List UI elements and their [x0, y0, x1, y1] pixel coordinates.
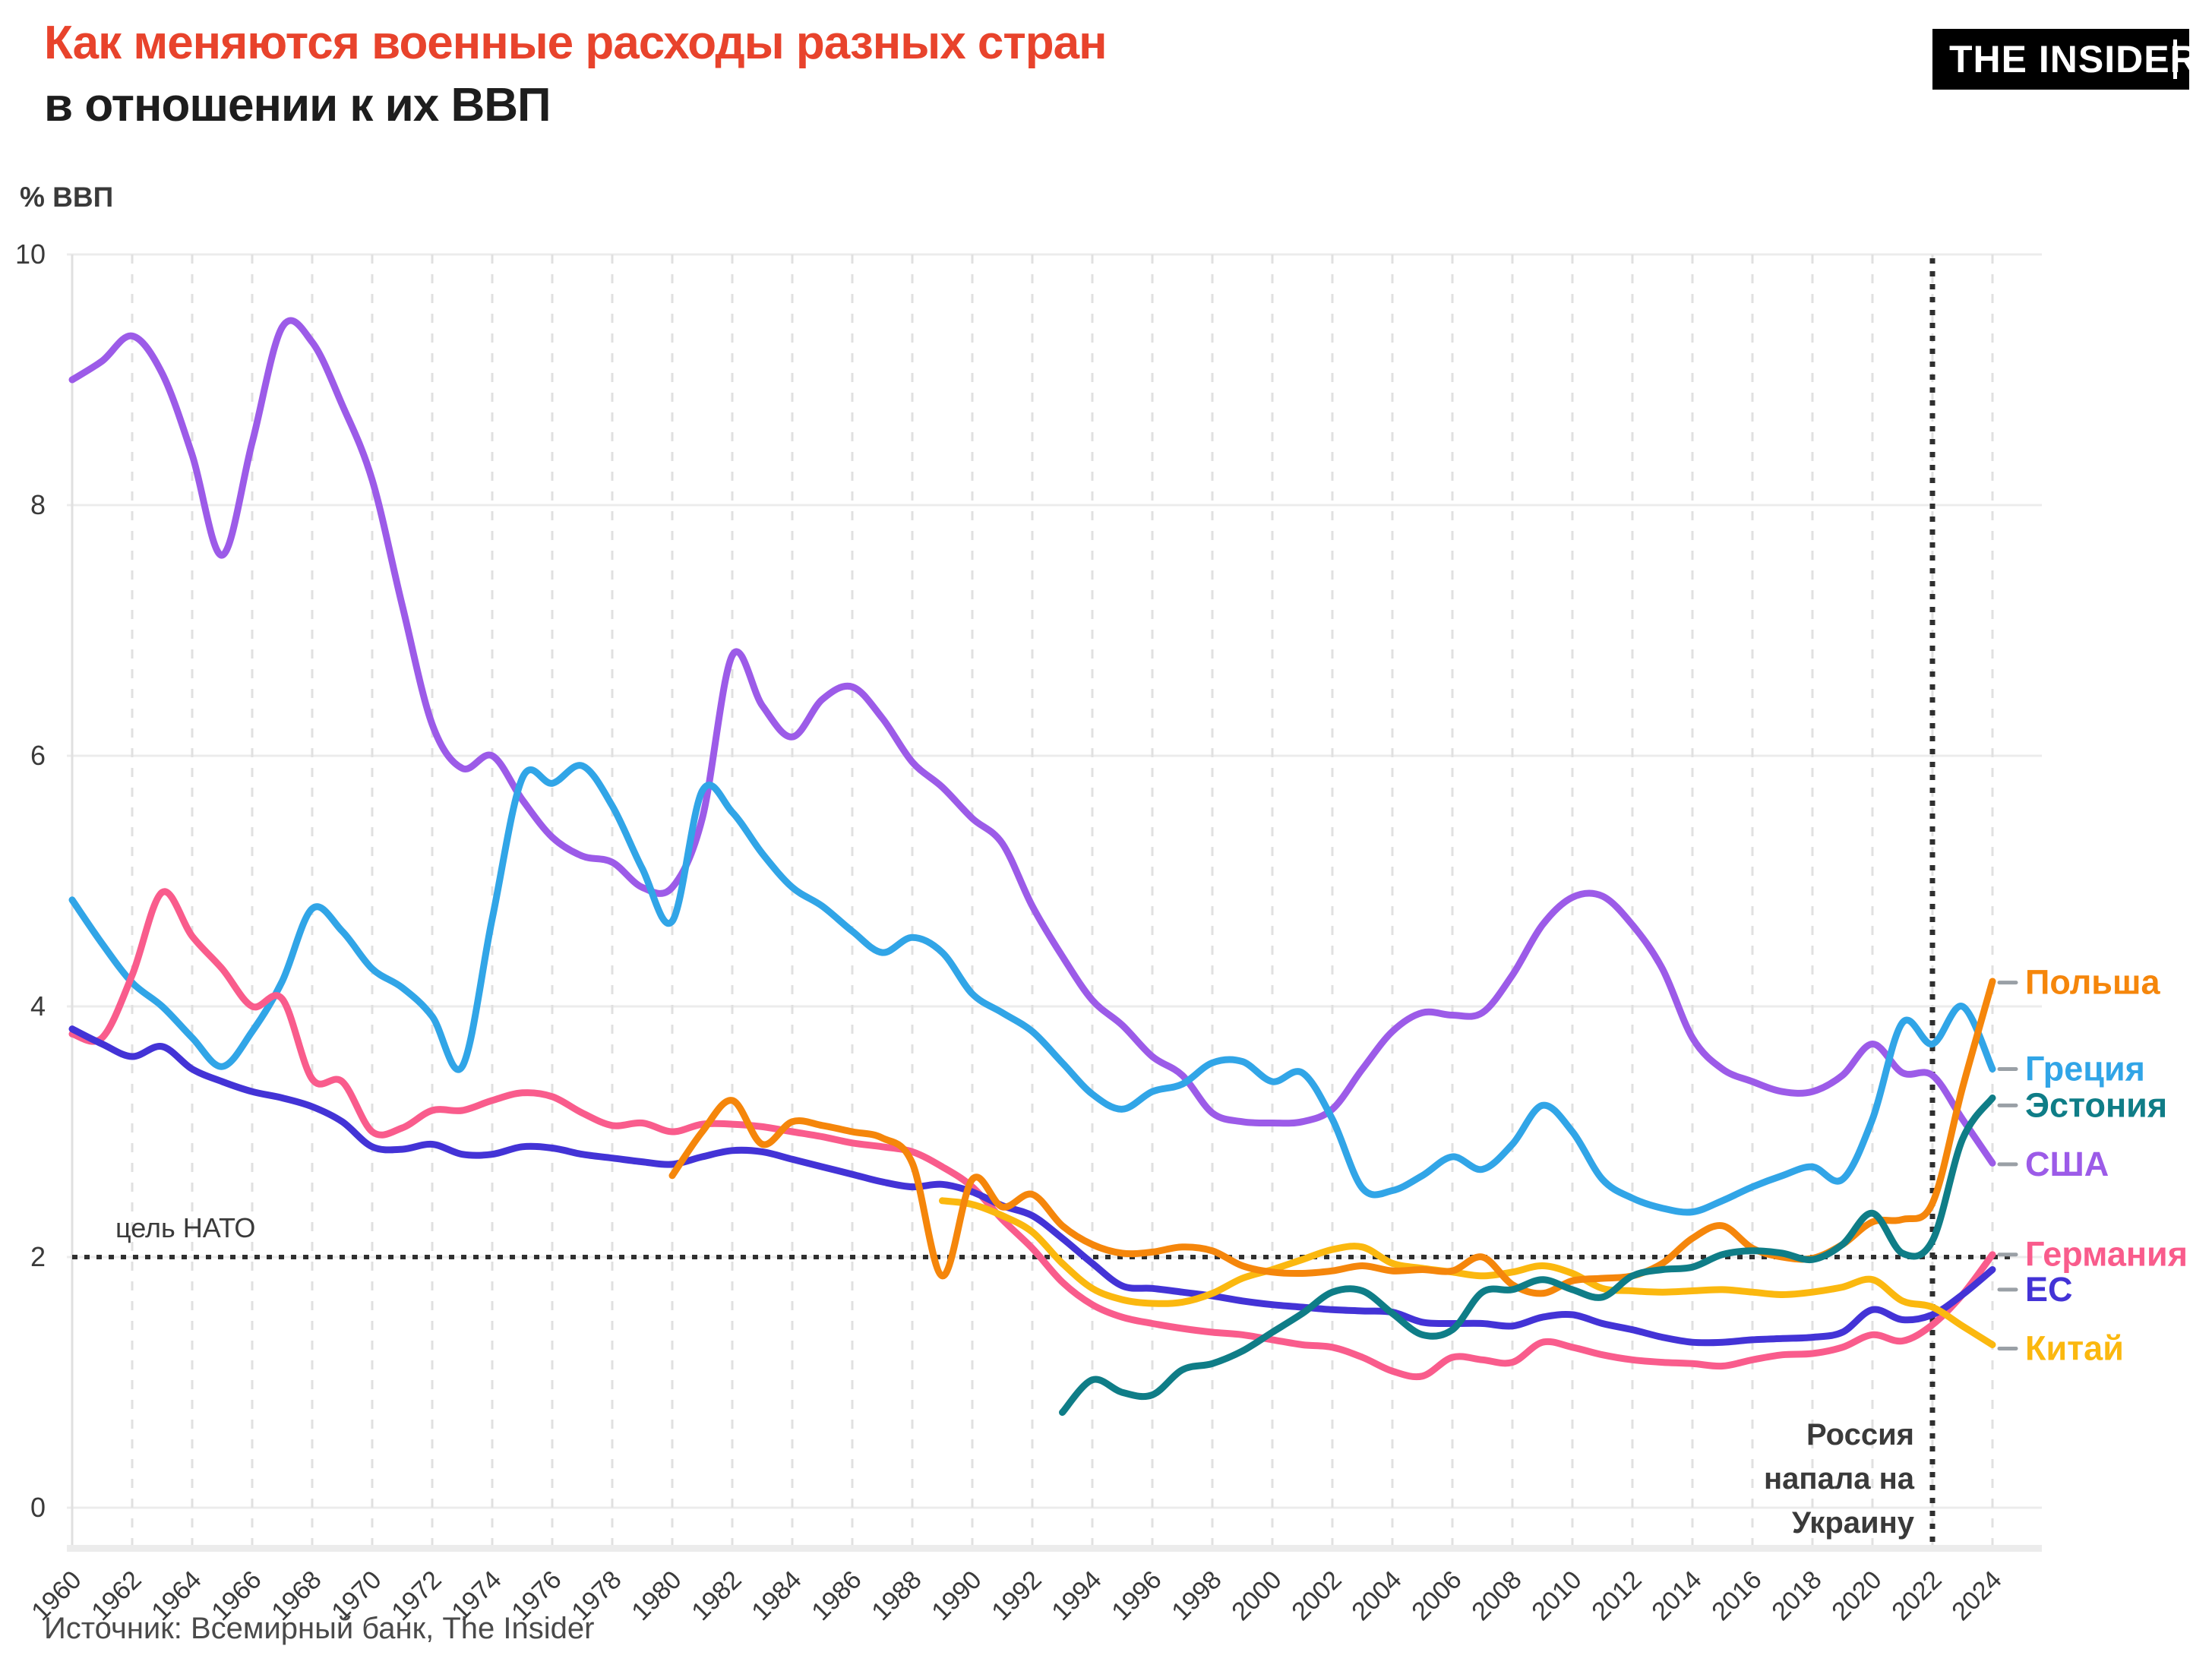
- x-tick-2004: 2004: [1346, 1565, 1407, 1626]
- y-tick-4: 4: [30, 990, 46, 1022]
- y-tick-6: 6: [30, 740, 46, 771]
- x-tick-2012: 2012: [1586, 1565, 1647, 1626]
- y-tick-10: 10: [15, 238, 46, 270]
- series-lines: [68, 317, 1996, 1417]
- y-tick-2: 2: [30, 1241, 46, 1272]
- x-tick-1992: 1992: [986, 1565, 1047, 1626]
- y-tick-8: 8: [30, 489, 46, 520]
- event-annotation-line-3: Украину: [1792, 1506, 1915, 1540]
- y-gridlines: [67, 253, 2042, 1509]
- x-tick-2006: 2006: [1406, 1565, 1467, 1626]
- legend-label-poland: Польша: [2025, 963, 2160, 1002]
- series-line-china: [939, 1197, 1996, 1348]
- x-tick-1980: 1980: [626, 1565, 687, 1626]
- x-tick-2014: 2014: [1646, 1565, 1707, 1626]
- series-line-eu: [68, 1025, 1996, 1347]
- x-tick-1996: 1996: [1106, 1565, 1167, 1626]
- x-tick-1982: 1982: [686, 1565, 747, 1626]
- event-annotation-line-1: Россия: [1806, 1418, 1914, 1451]
- y-tick-0: 0: [30, 1492, 46, 1523]
- x-tick-2000: 2000: [1226, 1565, 1287, 1626]
- y-axis-title: % ВВП: [20, 182, 113, 213]
- x-tick-2002: 2002: [1286, 1565, 1347, 1626]
- legend-label-estonia: Эстония: [2025, 1085, 2167, 1124]
- event-annotation-line-2: напала на: [1764, 1462, 1915, 1496]
- x-axis-line: [67, 1545, 2042, 1552]
- legend-label-germany: Германия: [2025, 1235, 2188, 1274]
- x-tick-2018: 2018: [1766, 1565, 1827, 1626]
- x-tick-2022: 2022: [1886, 1565, 1947, 1626]
- logo-text: THE INSIDER: [1949, 38, 2198, 81]
- x-tick-1988: 1988: [866, 1565, 927, 1626]
- chart-title: Как меняются военные расходы разных стра…: [44, 12, 1108, 137]
- x-tick-2008: 2008: [1466, 1565, 1527, 1626]
- chart-title-accent: Как меняются военные расходы разных стра…: [44, 17, 1108, 69]
- x-tick-2024: 2024: [1946, 1565, 2007, 1626]
- x-tick-1994: 1994: [1046, 1565, 1107, 1626]
- series-line-estonia: [1059, 1095, 1996, 1417]
- legend-label-eu: ЕС: [2025, 1270, 2073, 1309]
- x-tick-1984: 1984: [746, 1565, 807, 1626]
- series-line-greece: [68, 762, 1996, 1216]
- event-annotation: Россия напала на Украину: [1764, 1418, 1915, 1540]
- x-tick-2020: 2020: [1826, 1565, 1887, 1626]
- the-insider-logo: THE INSIDER: [1932, 29, 2198, 90]
- x-tick-1990: 1990: [926, 1565, 987, 1626]
- x-tick-1986: 1986: [806, 1565, 867, 1626]
- y-axis-labels: 0 2 4 6 8 10: [15, 238, 46, 1523]
- logo-cursor-icon: [2173, 39, 2177, 79]
- x-tick-2016: 2016: [1706, 1565, 1767, 1626]
- legend-label-greece: Греция: [2025, 1050, 2145, 1088]
- series-line-germany: [68, 888, 1996, 1381]
- legend-label-usa: США: [2025, 1145, 2109, 1183]
- series-line-usa: [68, 317, 1996, 1167]
- x-tick-1998: 1998: [1166, 1565, 1227, 1626]
- source-note: Источник: Всемирный банк, The Insider: [44, 1612, 595, 1645]
- legend-label-china: Китай: [2025, 1328, 2124, 1367]
- x-tick-2010: 2010: [1526, 1565, 1587, 1626]
- nato-target-label: цель НАТО: [115, 1212, 255, 1243]
- chart-title-rest: в отношении к их ВВП: [44, 79, 551, 131]
